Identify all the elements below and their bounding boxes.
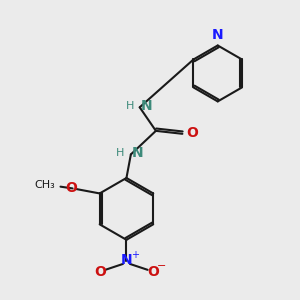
Text: H: H [126, 101, 134, 111]
Text: H: H [116, 148, 124, 158]
Text: N: N [140, 99, 152, 113]
Text: O: O [147, 265, 159, 279]
Text: N: N [121, 254, 133, 267]
Text: N: N [212, 28, 224, 42]
Text: O: O [94, 265, 106, 279]
Text: CH₃: CH₃ [35, 181, 56, 190]
Text: +: + [131, 250, 139, 260]
Text: O: O [66, 182, 78, 195]
Text: N: N [131, 146, 143, 160]
Text: −: − [157, 261, 166, 271]
Text: O: O [186, 126, 198, 140]
